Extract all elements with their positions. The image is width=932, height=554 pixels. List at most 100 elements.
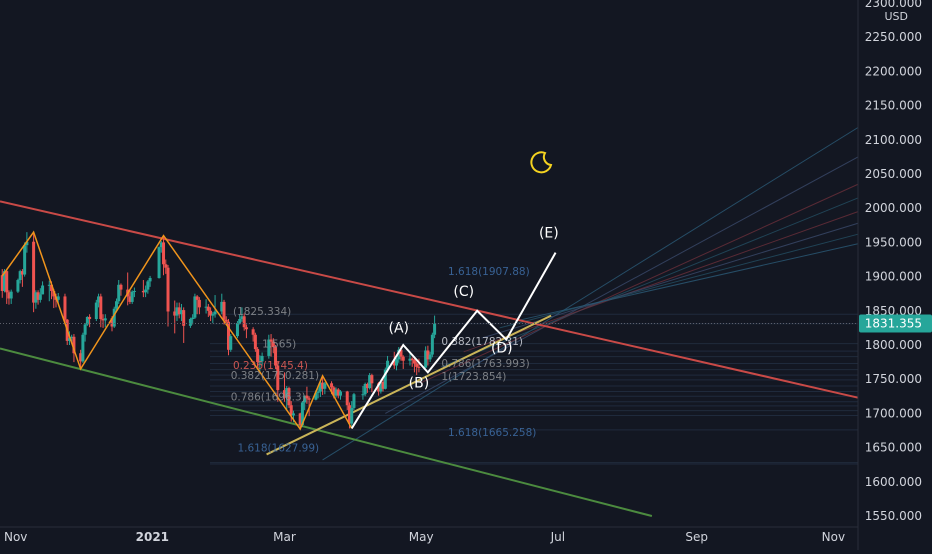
candle-body: [56, 296, 60, 300]
candle-body: [260, 355, 264, 362]
zigzag-pattern: [1, 230, 353, 431]
candle-body: [276, 365, 280, 391]
y-tick-label: 2150.000: [865, 99, 922, 113]
fan-line: [322, 127, 859, 461]
currency-label: USD: [884, 10, 908, 23]
candle-body: [345, 391, 349, 406]
candle-body: [146, 281, 150, 290]
candle-body: [88, 316, 92, 320]
candle-body: [321, 382, 325, 389]
candle-body: [144, 289, 148, 293]
candle-body: [79, 353, 83, 362]
candle-body: [9, 291, 13, 299]
candle-body: [314, 392, 318, 400]
price-levels: [210, 313, 858, 465]
candle-body: [334, 389, 338, 396]
candle-body: [162, 242, 166, 265]
candle-body: [426, 350, 430, 360]
candle-body: [157, 247, 161, 278]
x-tick-label: Nov: [4, 530, 27, 544]
lower-trendline: [0, 347, 653, 517]
candle-body: [323, 383, 327, 389]
fib-label: 1.618(1627.99): [237, 443, 319, 455]
candle-body: [191, 317, 195, 320]
moon-icon[interactable]: [530, 151, 553, 174]
candle-body: [220, 301, 224, 312]
candle-body: [206, 306, 210, 311]
candle-body: [211, 314, 215, 316]
candle-body: [251, 329, 255, 335]
candle-body: [20, 271, 24, 275]
candle-body: [193, 296, 197, 318]
candle-body: [224, 319, 228, 322]
candle-body: [101, 319, 105, 321]
candle-body: [72, 336, 76, 354]
wave-label: (D): [491, 341, 513, 357]
candle-body: [267, 339, 271, 356]
y-tick-label: 2000.000: [865, 201, 922, 215]
candle-body: [32, 241, 36, 303]
candle-body: [397, 349, 401, 360]
candle-body: [173, 311, 177, 316]
fib-label: 0.382(1782.31): [441, 336, 523, 348]
y-tick-label: 2300.000: [865, 0, 922, 10]
candle-body: [392, 360, 396, 366]
moon-icon-shape[interactable]: [530, 151, 553, 174]
candle-body: [2, 271, 6, 291]
y-tick-label: 2250.000: [865, 30, 922, 44]
candle-body: [428, 354, 432, 360]
fan-line: [463, 211, 859, 353]
candle-body: [103, 318, 107, 321]
candle-body: [34, 292, 38, 303]
last-price-tag-bg: [859, 314, 932, 333]
candle-body: [119, 284, 123, 290]
candle-body: [377, 383, 381, 392]
candle-body: [253, 334, 257, 350]
candle-body: [197, 299, 201, 308]
fib-label: 1.618(1907.88): [448, 266, 530, 278]
candle-body: [307, 398, 311, 400]
y-tick-label: 2200.000: [865, 64, 922, 78]
fibonacci-fan-lines: [322, 127, 859, 461]
candle-body: [94, 302, 98, 320]
candle-body: [350, 407, 354, 424]
candle-body: [274, 347, 278, 366]
candle-body: [415, 363, 419, 367]
candle-body: [209, 310, 213, 316]
candle-body: [132, 290, 136, 292]
candle-body: [67, 338, 71, 341]
fib-label: 0.786(1763.993): [441, 358, 529, 370]
candle-body: [298, 413, 302, 426]
candle-body: [401, 356, 405, 361]
candle-body: [424, 350, 428, 368]
candle-body: [368, 375, 372, 389]
candle-body: [85, 316, 89, 325]
x-tick-label: 2021: [136, 530, 169, 544]
candle-body: [285, 388, 289, 398]
fan-line: [420, 183, 859, 384]
candle-body: [188, 319, 192, 326]
x-tick-label: Sep: [685, 530, 708, 544]
candle-body: [352, 394, 356, 408]
fibonacci-labels: 1.618(1907.88) (1825.334) 1.565) 0.382(1750…: [231, 266, 537, 454]
candle-body: [370, 375, 374, 384]
candle-body: [361, 394, 365, 396]
candle-body: [256, 349, 260, 363]
candle-body: [47, 284, 51, 286]
fan-line: [499, 233, 859, 329]
candle-body: [141, 290, 145, 293]
candle-body: [332, 387, 336, 396]
candle-body: [258, 361, 262, 363]
upper-trendline: [0, 200, 859, 399]
x-tick-label: May: [409, 530, 434, 544]
candle-body: [227, 321, 231, 350]
candle-body: [305, 395, 309, 399]
candle-body: [222, 301, 226, 320]
x-tick-label: Nov: [822, 530, 845, 544]
fib-label: 0.786(1696.3): [231, 391, 306, 403]
candle-body: [303, 395, 307, 403]
candle-body: [381, 381, 385, 389]
candle-body: [0, 275, 4, 291]
